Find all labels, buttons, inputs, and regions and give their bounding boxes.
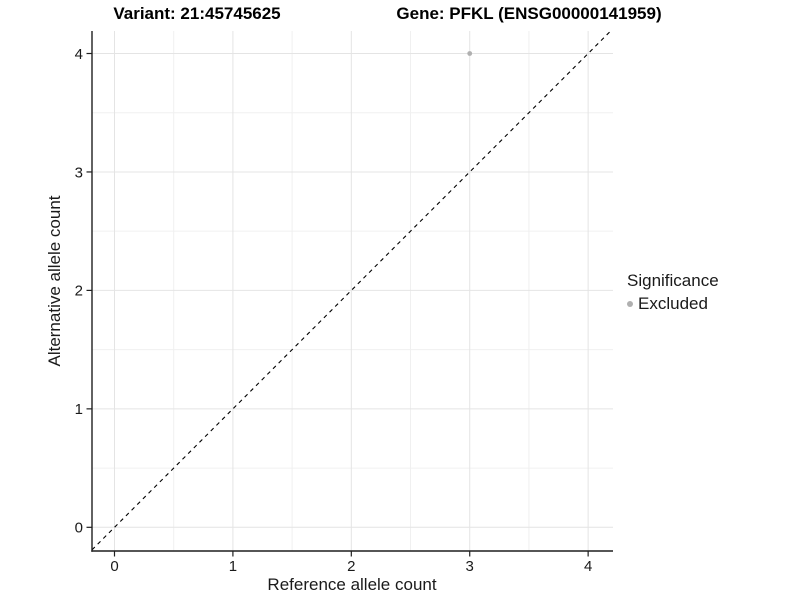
y-tick-label: 0 <box>75 520 83 537</box>
y-tick-label: 4 <box>75 46 83 63</box>
x-axis-title: Reference allele count <box>267 575 437 594</box>
y-tick-label: 3 <box>75 164 83 181</box>
x-tick-label: 4 <box>584 558 592 575</box>
y-tick-label: 1 <box>75 401 83 418</box>
legend: Significance Excluded <box>627 271 719 314</box>
y-axis-title: Alternative allele count <box>45 195 64 367</box>
x-tick-label: 1 <box>229 558 237 575</box>
y-tick-label: 2 <box>75 283 83 300</box>
variant-title: Variant: 21:45745625 <box>113 4 281 23</box>
x-tick-label: 2 <box>347 558 355 575</box>
legend-item-excluded: Excluded <box>627 294 719 314</box>
x-tick-label: 0 <box>110 558 118 575</box>
legend-item-label: Excluded <box>638 294 708 313</box>
x-tick-label: 3 <box>466 558 474 575</box>
legend-title: Significance <box>627 271 719 290</box>
legend-point-icon <box>627 301 633 307</box>
identity-dashed-line <box>91 30 612 551</box>
data-point <box>467 51 473 56</box>
gene-title: Gene: PFKL (ENSG00000141959) <box>396 4 662 23</box>
